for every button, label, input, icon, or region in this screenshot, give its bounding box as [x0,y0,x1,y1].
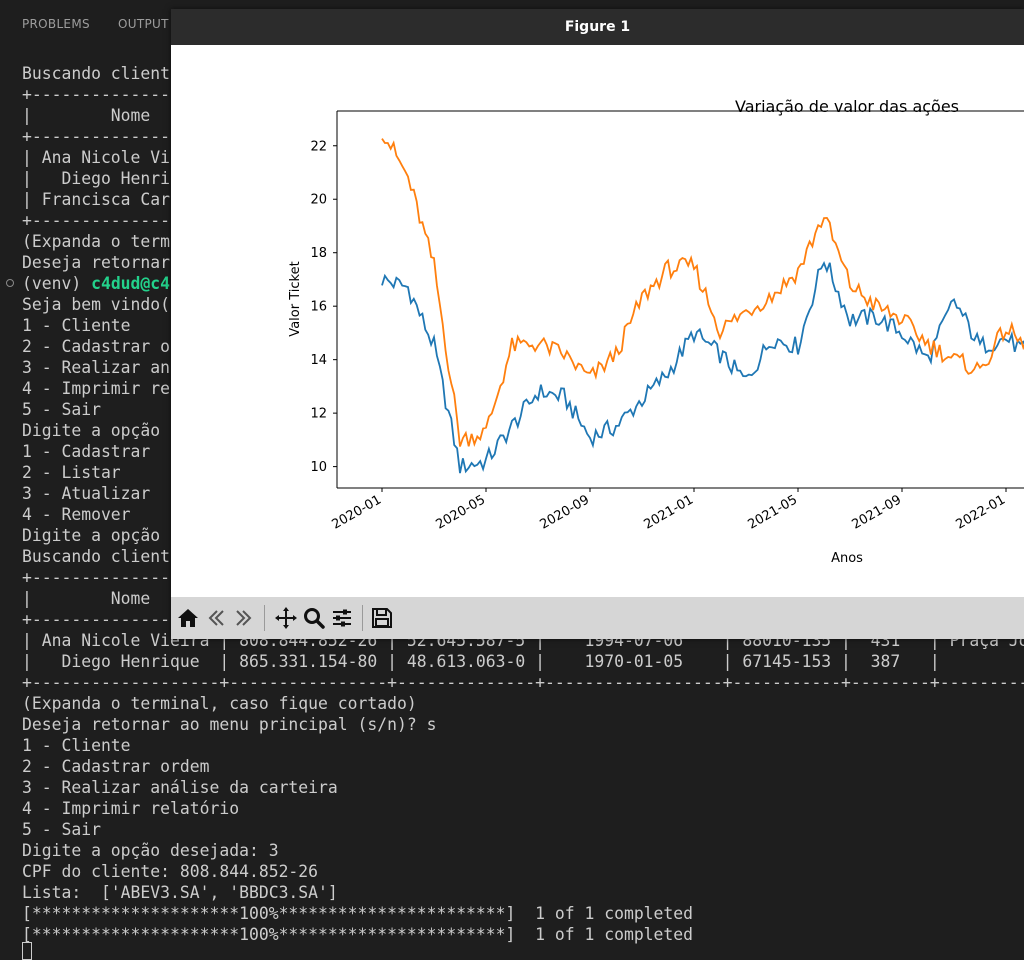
y-tick-label: 10 [310,460,327,475]
terminal-line: | Diego Henri [22,169,171,188]
x-tick-label: 2020-09 [537,492,592,532]
toolbar-separator [362,605,363,631]
terminal-line: | Nome [22,589,151,608]
pan-icon[interactable] [274,606,298,630]
terminal-cursor [22,942,32,960]
figure-window[interactable]: Figure 1 Variação de valor das ações Val… [171,9,1024,639]
terminal-line: +--------------- [22,85,180,104]
terminal-line: 3 - Realizar análise da carteira [22,778,338,797]
terminal-line: 1 - Cliente [22,316,131,335]
terminal-line: +-------------------+----------------+--… [22,673,1024,692]
terminal-line: | Nome [22,106,151,125]
series-line-1 [381,138,1024,447]
terminal-line: [*********************100%**************… [22,904,694,923]
terminal-line: | Francisca Car [22,190,171,209]
x-tick-label: 2020-05 [433,492,488,532]
line-chart: Variação de valor das ações Valor Ticket… [288,97,1024,566]
command-decoration-icon[interactable] [6,279,14,287]
prompt-user: c4dud@c4 [91,274,171,293]
back-icon[interactable] [204,606,228,630]
terminal-line: | Diego Henrique | 865.331.154-80 | 48.6… [22,652,1024,671]
y-tick-label: 22 [310,139,327,154]
y-tick-label: 20 [310,193,327,208]
terminal-line: 2 - Listar [22,463,121,482]
terminal-line: +--------------- [22,211,180,230]
terminal-line: Digite a opção desejada: 3 [22,841,279,860]
terminal-line: +--------------- [22,610,180,629]
figure-canvas[interactable]: Variação de valor das ações Valor Ticket… [171,45,1024,597]
x-tick-label: 2020-01 [329,492,384,532]
terminal-line: 3 - Realizar an [22,358,171,377]
prompt-venv: (venv) [22,274,92,293]
terminal-line: 1 - Cadastrar [22,442,151,461]
y-tick-label: 18 [310,246,327,261]
y-tick-label: 12 [310,407,327,422]
figure-title: Figure 1 [564,19,631,35]
tab-problems[interactable]: PROBLEMS [22,17,90,31]
terminal-line: Digite a opção [22,526,171,545]
terminal-line: +--------------- [22,568,180,587]
y-tick-label: 14 [310,353,327,368]
terminal-line: Buscando client [22,547,171,566]
x-axis-label: Anos [831,551,863,566]
terminal-line: (venv) c4dud@c4 [22,273,1024,294]
save-icon[interactable] [370,606,394,630]
terminal-line: 2 - Cadastrar ordem [22,757,210,776]
zoom-icon[interactable] [302,606,326,630]
toolbar-separator [264,605,265,631]
terminal-line: Digite a opção [22,421,171,440]
terminal-line: (Expanda o term [22,232,171,251]
x-tick-label: 2021-05 [745,492,800,532]
x-tick-label: 2022-01 [953,492,1008,532]
terminal-line: Deseja retornar ao menu principal (s/n)?… [22,715,437,734]
terminal-line: 2 - Cadastrar o [22,337,171,356]
terminal-line: 3 - Atualizar [22,484,151,503]
terminal-line: [*********************100%**************… [22,925,694,944]
terminal-output[interactable]: Buscando client +--------------- | Nome +--… [22,63,1024,945]
forward-icon[interactable] [232,606,256,630]
x-tick-label: 2021-09 [849,492,904,532]
terminal-line: Deseja retornar [22,253,171,272]
chart-title: Variação de valor das ações [735,97,959,116]
terminal-line: CPF do cliente: 808.844.852-26 [22,862,319,881]
y-tick-label: 16 [310,300,327,315]
terminal-line: (Expanda o terminal, caso fique cortado) [22,694,417,713]
terminal-line: 1 - Cliente [22,736,131,755]
terminal-line: Lista: ['ABEV3.SA', 'BBDC3.SA'] [22,883,338,902]
terminal-line: 5 - Sair [22,400,101,419]
terminal-line: | Ana Nicole Vi [22,148,171,167]
terminal-line: Seja bem vindo( [22,295,171,314]
configure-subplots-icon[interactable] [330,606,354,630]
home-icon[interactable] [176,606,200,630]
figure-titlebar[interactable]: Figure 1 [171,9,1024,45]
terminal-line: 4 - Imprimir relatório [22,799,240,818]
terminal-line: 4 - Imprimir re [22,379,171,398]
terminal-line: +--------------- [22,127,180,146]
terminal-line: 4 - Remover [22,505,131,524]
y-axis-label: Valor Ticket [288,261,303,336]
terminal-line: 5 - Sair [22,820,101,839]
tab-output[interactable]: OUTPUT [118,17,169,31]
series-line-0 [381,261,1024,474]
x-tick-label: 2021-01 [641,492,696,532]
figure-toolbar [171,597,1024,639]
terminal-line: Buscando client [22,64,171,83]
